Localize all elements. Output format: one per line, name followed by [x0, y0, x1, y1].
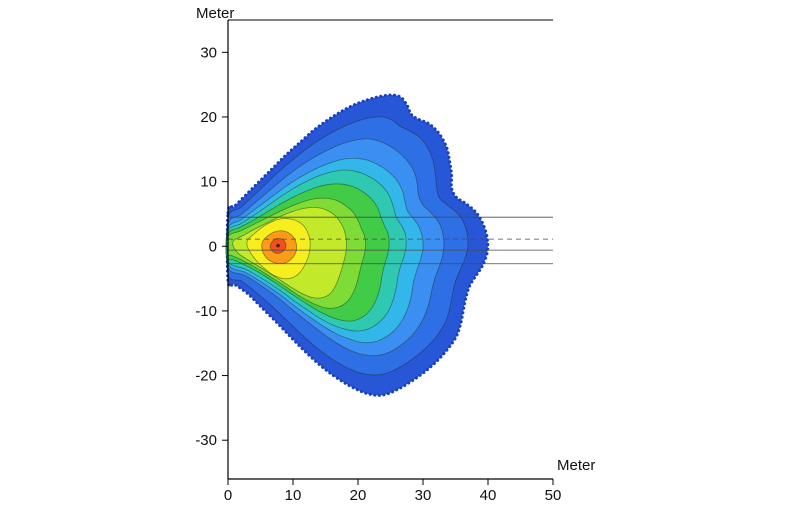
y-tick-label: 20: [200, 109, 217, 126]
x-axis-title: Meter: [557, 457, 596, 474]
x-tick-label: 10: [285, 487, 302, 504]
tick-labels: 0 10 20 30 40 50 -30 -20 -10 0 10 20 30: [195, 44, 561, 504]
reference-lines: [228, 216, 553, 265]
y-tick-label: 10: [200, 174, 217, 191]
x-tick-label: 30: [415, 487, 432, 504]
y-tick-label: 30: [200, 44, 217, 61]
y-tick-label: -30: [195, 432, 217, 449]
contour-bands: [225, 93, 490, 397]
x-tick-label: 20: [350, 487, 367, 504]
x-tick-label: 0: [224, 487, 232, 504]
x-tick-label: 40: [480, 487, 497, 504]
x-tick-label: 50: [545, 487, 562, 504]
y-tick-label: -20: [195, 368, 217, 385]
axes: [227, 19, 553, 480]
y-axis-title: Meter: [196, 5, 235, 22]
hotspot-marker: [276, 243, 280, 248]
y-tick-label: -10: [195, 303, 217, 320]
y-tick-label: 0: [209, 238, 217, 255]
